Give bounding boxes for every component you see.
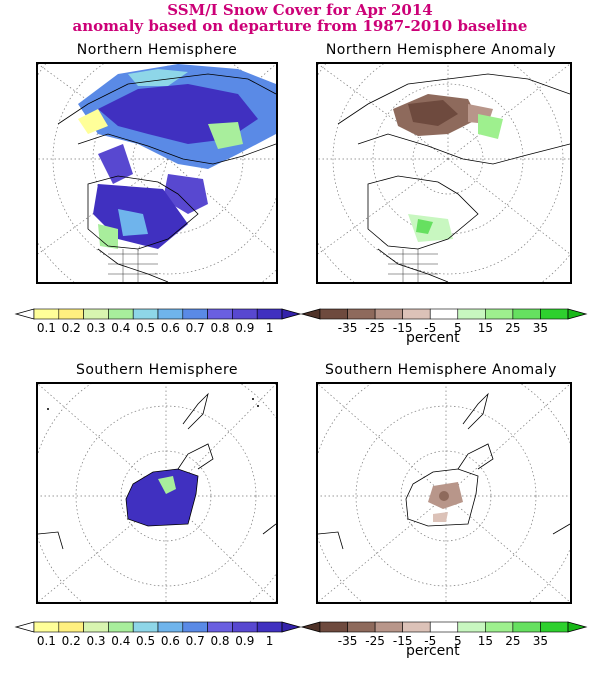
colorbar-tick-label-anom-top: 5 (454, 321, 462, 335)
colorbar-swatch-cover-top (83, 308, 109, 320)
units-label-top: percent (406, 330, 460, 346)
colorbar-tick-label-anom-bottom: -15 (393, 634, 413, 648)
colorbar-swatch-cover-bottom (33, 621, 60, 633)
colorbar-swatch-anom-bottom (347, 621, 376, 633)
colorbar-swatch-anom-bottom (319, 621, 348, 633)
colorbar-swatch-anom-bottom (457, 621, 486, 633)
colorbar-tick-label-cover-top: 1 (266, 321, 274, 335)
panel-title-nh: Northern Hemisphere (76, 42, 238, 58)
colorbar-swatch-cover-top (256, 308, 283, 320)
colorbar-tick-label-cover-top: 0.7 (186, 321, 205, 335)
colorbar-tick-label-cover-bottom: 0.4 (111, 634, 130, 648)
colorbar-swatch-cover-bottom (256, 621, 283, 633)
colorbar-swatch-cover-top (232, 308, 258, 320)
colorbar-tick-label-anom-top: 15 (478, 321, 493, 335)
colorbar-swatch-anom-top (374, 308, 403, 320)
colorbar-tick-label-anom-bottom: 15 (478, 634, 493, 648)
colorbar-swatch-anom-top (512, 308, 541, 320)
colorbar-tick-label-anom-bottom: 5 (454, 634, 462, 648)
colorbar-tick-label-cover-bottom: 0.1 (37, 634, 56, 648)
colorbar-tick-label-anom-bottom: -25 (365, 634, 385, 648)
colorbar-swatch-cover-top (157, 308, 184, 320)
colorbar-swatch-cover-bottom (182, 621, 208, 633)
figure-subtitle: anomaly based on departure from 1987-201… (72, 17, 528, 35)
colorbar-swatch-cover-top (182, 308, 208, 320)
colorbar-tick-label-cover-bottom: 0.9 (235, 634, 254, 648)
colorbar-end-low-anom-bottom (300, 621, 321, 633)
colorbar-swatch-anom-top (485, 308, 514, 320)
panel-title-sh: Southern Hemisphere (75, 362, 239, 378)
colorbar-tick-label-cover-top: 0.3 (86, 321, 105, 335)
colorbar-tick-label-anom-top: -15 (393, 321, 413, 335)
colorbar-end-high-cover-top (281, 308, 302, 320)
colorbar-end-high-anom-bottom (567, 621, 588, 633)
colorbar-tick-label-cover-top: 0.8 (210, 321, 229, 335)
colorbar-swatch-cover-top (207, 308, 233, 320)
colorbar-swatch-cover-bottom (58, 621, 84, 633)
colorbar-snow-cover-top: 0.1 0.2 0.3 0.4 0.5 0.6 0.7 0.8 0.9 1 (14, 308, 302, 335)
colorbar-tick-label-anom-bottom: -35 (338, 634, 358, 648)
colorbar-tick-label-cover-bottom: 0.2 (62, 634, 81, 648)
colorbar-tick-label-anom-top: 35 (533, 321, 548, 335)
colorbar-tick-label-anom-top: -35 (338, 321, 358, 335)
colorbar-swatch-cover-bottom (207, 621, 233, 633)
colorbar-end-high-anom-top (567, 308, 588, 320)
colorbar-swatch-cover-top (108, 308, 134, 320)
colorbar-swatch-anom-bottom (512, 621, 541, 633)
panel-title-sh-anomaly: Southern Hemisphere Anomaly (325, 362, 557, 378)
map-sh-snow-cover (36, 382, 278, 604)
colorbar-tick-label-anom-bottom: 25 (505, 634, 520, 648)
colorbar-snow-cover-bottom: 0.1 0.2 0.3 0.4 0.5 0.6 0.7 0.8 0.9 1 (14, 621, 302, 648)
colorbar-tick-label-anom-top: 25 (505, 321, 520, 335)
colorbar-swatch-anom-bottom (485, 621, 514, 633)
colorbar-tick-label-anom-bottom: -5 (424, 634, 436, 648)
colorbar-tick-label-cover-top: 0.6 (161, 321, 180, 335)
colorbar-tick-label-cover-top: 0.2 (62, 321, 81, 335)
colorbar-swatch-anom-bottom (374, 621, 403, 633)
colorbar-end-low-cover-top (14, 308, 35, 320)
panel-title-nh-anomaly: Northern Hemisphere Anomaly (325, 42, 557, 58)
colorbar-tick-label-anom-top: -5 (424, 321, 436, 335)
colorbar-tick-label-cover-top: 0.5 (136, 321, 155, 335)
colorbar-tick-label-anom-bottom: 35 (533, 634, 548, 648)
colorbar-tick-label-cover-bottom: 0.3 (86, 634, 105, 648)
colorbar-swatch-cover-top (132, 308, 159, 320)
colorbar-end-high-cover-bottom (281, 621, 302, 633)
colorbar-tick-label-anom-top: -25 (365, 321, 385, 335)
colorbar-tick-label-cover-top: 0.1 (37, 321, 56, 335)
colorbar-swatch-cover-top (58, 308, 84, 320)
colorbar-tick-label-cover-bottom: 0.6 (161, 634, 180, 648)
colorbar-swatch-cover-bottom (157, 621, 184, 633)
colorbar-swatch-anom-top (457, 308, 486, 320)
colorbar-swatch-cover-bottom (232, 621, 258, 633)
map-sh-anomaly (316, 382, 572, 604)
colorbar-swatch-cover-bottom (108, 621, 134, 633)
colorbar-swatch-cover-bottom (83, 621, 109, 633)
colorbar-swatch-cover-bottom (132, 621, 159, 633)
colorbar-swatch-anom-bottom (429, 621, 459, 633)
colorbar-swatch-anom-top (319, 308, 348, 320)
colorbar-anomaly-top: -35 -25 -15 -5 5 15 25 35 (300, 308, 588, 335)
colorbar-tick-label-cover-bottom: 0.7 (186, 634, 205, 648)
colorbar-end-low-cover-bottom (14, 621, 35, 633)
colorbar-swatch-anom-top (402, 308, 431, 320)
colorbar-tick-label-cover-top: 0.4 (111, 321, 130, 335)
colorbar-tick-label-cover-top: 0.9 (235, 321, 254, 335)
colorbar-swatch-anom-bottom (540, 621, 569, 633)
colorbar-tick-label-cover-bottom: 0.8 (210, 634, 229, 648)
colorbar-swatch-anom-top (347, 308, 376, 320)
figure-title: SSM/I Snow Cover for Apr 2014 (167, 1, 433, 19)
colorbar-swatch-anom-bottom (402, 621, 431, 633)
colorbar-swatch-anom-top (429, 308, 459, 320)
colorbar-swatch-cover-top (33, 308, 60, 320)
colorbar-tick-label-cover-bottom: 1 (266, 634, 274, 648)
colorbar-anomaly-bottom: -35 -25 -15 -5 5 15 25 35 (300, 621, 588, 648)
colorbar-tick-label-cover-bottom: 0.5 (136, 634, 155, 648)
map-nh-snow-cover (36, 62, 278, 284)
map-nh-anomaly (316, 62, 572, 284)
colorbar-end-low-anom-top (300, 308, 321, 320)
units-label-bottom: percent (406, 643, 460, 659)
colorbar-swatch-anom-top (540, 308, 569, 320)
